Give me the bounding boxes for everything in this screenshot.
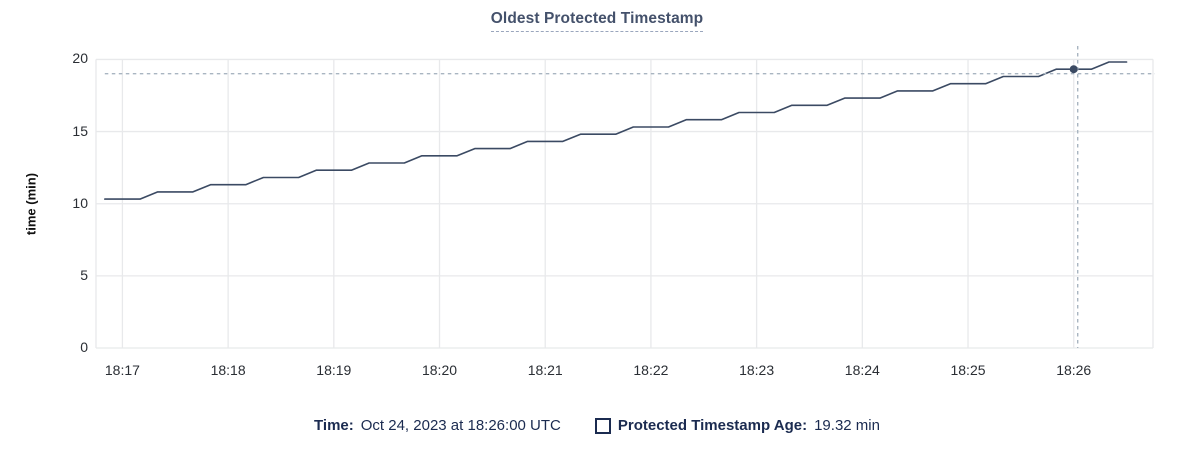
chart-title[interactable]: Oldest Protected Timestamp [490, 10, 704, 32]
x-tick-label: 18:19 [316, 362, 352, 378]
y-tick-label: 20 [72, 50, 88, 67]
time-label: Time: [314, 417, 354, 434]
x-tick-label: 18:24 [844, 362, 880, 378]
y-tick-label: 0 [80, 339, 88, 355]
chart-hover-legend: Time: Oct 24, 2023 at 18:26:00 UTC Prote… [0, 417, 1194, 434]
y-tick-label: 10 [72, 194, 88, 211]
x-tick-label: 18:25 [950, 362, 986, 378]
x-tick-label: 18:18 [210, 362, 246, 378]
x-tick-label: 18:21 [527, 362, 563, 378]
time-value: Oct 24, 2023 at 18:26:00 UTC [360, 417, 561, 434]
series-label: Protected Timestamp Age: [617, 417, 808, 434]
y-tick-label: 15 [72, 122, 88, 139]
x-tick-label: 18:20 [421, 362, 458, 378]
series-checkbox-icon[interactable] [594, 417, 611, 434]
x-tick-label: 18:22 [633, 362, 669, 378]
x-tick-label: 18:17 [104, 362, 140, 378]
chart-title-row: Oldest Protected Timestamp [0, 10, 1194, 32]
hover-dot [1069, 65, 1078, 74]
chart-plot-area[interactable]: 0 5 10 15 20 18:17 18:18 18:19 18:20 18:21 18:22 18… [0, 0, 1194, 400]
series-value: 19.32 min [814, 417, 880, 434]
y-tick-label: 5 [80, 266, 88, 283]
x-tick-label: 18:26 [1056, 362, 1092, 378]
series-line [104, 61, 1128, 200]
x-tick-label: 18:23 [739, 362, 775, 378]
chart-svg[interactable] [0, 0, 1194, 400]
